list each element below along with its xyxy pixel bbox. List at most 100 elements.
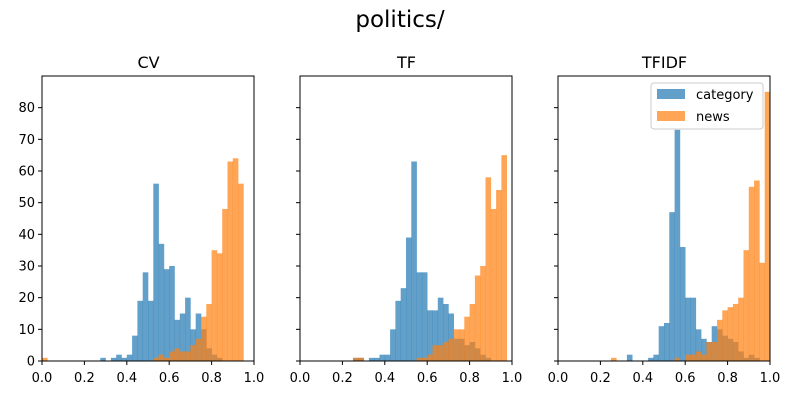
- bar-category-cv: [121, 357, 128, 361]
- bar-news-tfidf: [727, 307, 734, 361]
- bar-news-tfidf: [738, 297, 744, 361]
- bar-news-tf: [490, 209, 497, 361]
- y-tick-label: 40: [18, 228, 35, 243]
- x-tick-label: 0.4: [374, 371, 395, 386]
- axes-frame-tfidf: [557, 75, 771, 362]
- axes-frame-cv: [41, 75, 255, 362]
- bar-category-tfidf: [664, 323, 670, 361]
- subplot-title-tfidf: TFIDF: [641, 53, 687, 72]
- bar-category-tf: [443, 304, 449, 361]
- y-tick-label: 80: [18, 101, 35, 116]
- bar-news-tf: [353, 357, 359, 361]
- x-tick-label: 1.0: [244, 371, 265, 386]
- bar-news-tf: [485, 177, 492, 361]
- bar-news-cv: [185, 351, 191, 361]
- x-tick-label: 0.4: [632, 371, 653, 386]
- bar-category-tfidf: [701, 338, 707, 361]
- bar-category-tf: [390, 329, 396, 361]
- bar-news-tfidf: [701, 354, 707, 361]
- bar-news-tfidf: [690, 354, 697, 361]
- y-tick-label: 10: [18, 323, 35, 338]
- x-tick-label: 0.0: [290, 371, 311, 386]
- bar-news-cv: [163, 357, 170, 361]
- bar-news-tfidf: [611, 357, 617, 361]
- bar-category-tfidf: [695, 329, 702, 361]
- x-tick-label: 0.8: [717, 371, 738, 386]
- bar-category-tfidf: [685, 297, 691, 361]
- bar-news-tf: [427, 354, 433, 361]
- bar-category-tf: [448, 313, 454, 361]
- bar-news-tfidf: [717, 319, 723, 361]
- y-tick-label: 60: [18, 165, 35, 180]
- bar-category-tf: [374, 357, 380, 361]
- bar-news-cv: [222, 209, 228, 361]
- bar-category-cv: [158, 243, 165, 361]
- subplot-title-cv: CV: [137, 53, 159, 72]
- x-tick-label: 0.2: [590, 371, 611, 386]
- subplot-tf: TF 0.0 0.2 0.4 0.6 0.8 1.0: [290, 53, 523, 386]
- bar-category-tf: [421, 272, 428, 361]
- bar-category-cv: [195, 313, 202, 361]
- bar-category-tfidf: [648, 357, 654, 361]
- bar-category-cv: [148, 300, 154, 361]
- x-tick-label: 0.4: [116, 371, 137, 386]
- bar-news-cv: [174, 348, 181, 361]
- bar-news-cv: [201, 316, 207, 361]
- bar-news-cv: [190, 345, 196, 361]
- x-tick-label: 0.0: [32, 371, 53, 386]
- bar-news-cv: [211, 250, 218, 361]
- bar-news-cv: [158, 354, 165, 361]
- bar-news-tfidf: [695, 351, 702, 361]
- bar-category-cv: [126, 354, 133, 361]
- bar-news-cv: [42, 357, 48, 361]
- bar-category-cv: [174, 319, 181, 361]
- bar-news-tfidf: [743, 250, 750, 361]
- bar-category-tfidf: [658, 326, 665, 361]
- bar-category-tfidf: [690, 297, 697, 361]
- x-tick-label: 1.0: [502, 371, 523, 386]
- bar-news-cv: [227, 161, 234, 361]
- bar-category-tf: [384, 354, 391, 361]
- bar-news-tf: [358, 357, 364, 361]
- bar-news-tf: [496, 190, 502, 361]
- bar-news-cv: [216, 253, 223, 361]
- y-tick-label: 0: [27, 355, 35, 370]
- bar-category-tf: [432, 310, 439, 361]
- legend-swatch-news: [657, 111, 685, 121]
- bar-news-tf: [474, 275, 481, 361]
- bar-category-cv: [132, 335, 138, 361]
- bar-category-cv: [153, 183, 159, 361]
- bar-news-tf: [469, 304, 476, 361]
- bar-news-tf: [443, 342, 449, 361]
- bar-category-tfidf: [679, 247, 686, 361]
- bar-news-tf: [448, 338, 454, 361]
- bar-category-tfidf: [669, 212, 675, 361]
- bar-category-cv: [169, 266, 175, 361]
- bar-news-tfidf: [674, 357, 681, 361]
- bar-news-tfidf: [754, 180, 760, 361]
- bar-category-tf: [368, 357, 375, 361]
- bar-news-tfidf: [732, 304, 739, 361]
- x-tick-label: 0.6: [675, 371, 696, 386]
- x-tick-label: 0.8: [201, 371, 222, 386]
- bar-category-cv: [100, 357, 106, 361]
- bar-news-tf: [501, 155, 507, 361]
- bar-category-cv: [179, 313, 186, 361]
- bar-category-tf: [400, 288, 407, 361]
- bar-news-tfidf: [764, 91, 771, 361]
- bar-news-tfidf: [748, 186, 755, 361]
- x-tick-label: 0.6: [159, 371, 180, 386]
- bar-category-cv: [110, 357, 117, 361]
- y-tick-label: 20: [18, 291, 35, 306]
- y-tick-label: 50: [18, 196, 35, 211]
- bar-news-tfidf: [759, 262, 765, 361]
- subplot-cv: CV 0.0 0.2 0.4 0.6 0.8 1.0 0 10 20 30 40 50 60 70 80: [18, 53, 264, 386]
- bar-news-tfidf: [722, 310, 728, 361]
- bar-news-cv: [238, 183, 244, 361]
- bar-news-tfidf: [706, 342, 712, 361]
- bar-news-tf: [437, 345, 444, 361]
- bar-news-tf: [416, 357, 423, 361]
- bar-category-tf: [427, 310, 433, 361]
- bar-category-cv: [116, 354, 122, 361]
